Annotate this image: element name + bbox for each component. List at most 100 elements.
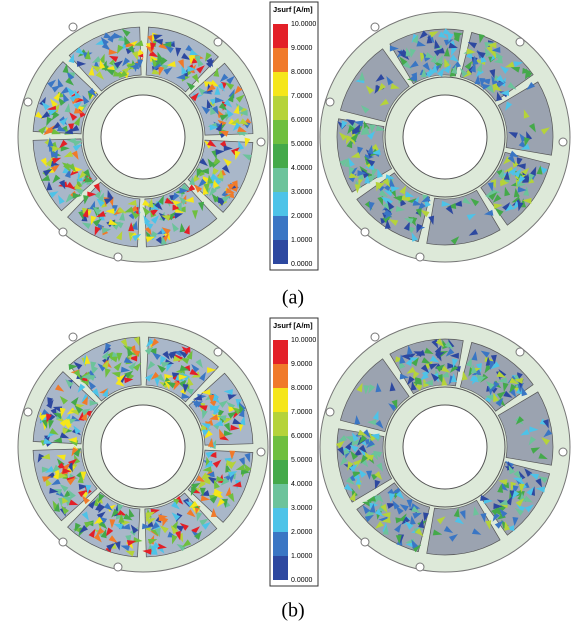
current-arrow: [526, 81, 536, 91]
current-arrow: [507, 82, 517, 90]
current-arrow: [51, 464, 61, 474]
color-bar-segment: [273, 484, 288, 508]
current-arrow: [525, 68, 531, 78]
current-arrow: [347, 125, 355, 135]
current-arrow: [106, 543, 116, 551]
current-arrow: [476, 363, 482, 373]
current-arrow: [452, 358, 458, 368]
current-arrow: [187, 65, 197, 72]
current-arrow: [112, 221, 121, 230]
current-arrow: [41, 466, 51, 473]
current-arrow: [52, 145, 62, 152]
color-bar-segment: [273, 24, 288, 48]
current-arrow: [476, 376, 487, 383]
bolt-hole: [415, 252, 425, 262]
current-arrow: [339, 456, 349, 466]
current-arrow: [232, 418, 242, 425]
current-arrow: [463, 69, 473, 78]
current-arrow: [90, 361, 97, 371]
current-arrow: [239, 118, 249, 126]
current-arrow: [494, 51, 504, 61]
current-arrow: [352, 471, 362, 478]
current-arrow: [382, 178, 391, 188]
current-arrow: [499, 180, 510, 187]
current-arrow: [374, 471, 383, 481]
current-arrow: [513, 168, 522, 178]
current-arrow: [486, 84, 495, 94]
current-arrow: [487, 386, 494, 396]
current-arrow: [436, 373, 443, 384]
current-arrow: [423, 379, 433, 386]
current-arrow: [108, 535, 118, 543]
current-arrow: [91, 65, 101, 73]
current-arrow: [435, 338, 445, 348]
current-arrow: [95, 501, 101, 512]
current-arrow: [58, 472, 68, 479]
current-arrow: [493, 57, 503, 64]
current-arrow: [443, 39, 454, 46]
color-bar-segment: [273, 436, 288, 460]
current-arrow: [207, 367, 217, 374]
current-arrow: [41, 408, 52, 416]
current-arrow: [478, 33, 485, 44]
legend-label: 9.0000: [291, 45, 313, 52]
current-arrow: [59, 432, 70, 439]
current-arrow: [350, 132, 359, 142]
current-arrow: [364, 514, 375, 522]
current-arrow: [475, 68, 484, 78]
current-arrow: [384, 219, 391, 229]
current-arrow: [142, 206, 151, 216]
current-arrow: [487, 42, 497, 49]
current-arrow: [471, 351, 478, 361]
current-arrow: [524, 137, 530, 147]
current-arrow: [444, 58, 451, 68]
current-arrow: [480, 513, 487, 523]
current-arrow: [213, 67, 220, 77]
current-arrow: [133, 537, 143, 543]
current-arrow: [401, 516, 410, 525]
current-arrow: [170, 525, 179, 535]
rotor-plot: [17, 11, 269, 263]
current-arrow: [505, 101, 513, 111]
current-arrow: [126, 540, 137, 546]
current-arrow: [391, 399, 398, 410]
current-arrow: [473, 506, 480, 516]
current-arrow: [436, 54, 443, 65]
current-arrow: [195, 358, 203, 369]
current-arrow: [409, 60, 419, 69]
current-arrow: [369, 503, 376, 513]
current-arrow: [73, 454, 81, 464]
current-arrow: [371, 149, 381, 156]
current-arrow: [113, 60, 124, 69]
current-arrow: [88, 66, 95, 76]
current-arrow: [59, 117, 68, 126]
current-arrow: [128, 361, 137, 371]
current-arrow: [234, 150, 241, 161]
current-arrow: [41, 101, 50, 111]
current-arrow: [420, 68, 427, 78]
current-arrow: [225, 187, 235, 194]
current-arrow: [171, 222, 179, 232]
current-arrow: [515, 498, 525, 507]
current-arrow: [524, 468, 533, 477]
current-arrow: [411, 506, 421, 514]
current-arrow: [174, 495, 184, 505]
current-arrow: [480, 350, 490, 358]
current-arrow: [344, 157, 350, 168]
current-arrow: [377, 82, 386, 92]
current-arrow: [192, 394, 203, 401]
current-arrow: [63, 128, 74, 135]
current-arrow: [154, 201, 163, 211]
magnet-segment: [497, 81, 554, 156]
current-arrow: [422, 62, 431, 72]
current-arrow: [227, 493, 235, 503]
color-bar-segment: [273, 216, 288, 240]
current-arrow: [497, 483, 504, 493]
current-arrow: [212, 459, 222, 468]
current-arrow: [177, 59, 184, 69]
current-arrow: [71, 447, 79, 457]
current-arrow: [205, 52, 212, 62]
current-arrow: [108, 356, 118, 363]
current-arrow: [482, 83, 492, 90]
